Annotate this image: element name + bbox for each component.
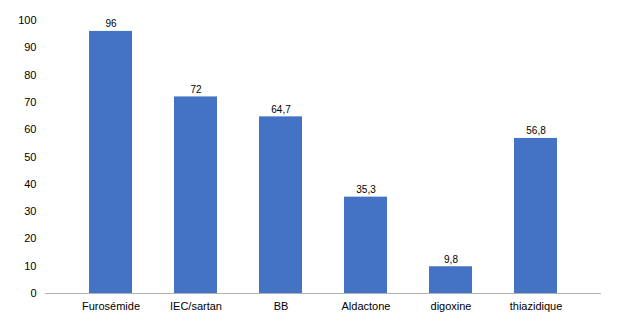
svg-text:70: 70 xyxy=(24,96,36,108)
svg-text:20: 20 xyxy=(24,232,36,244)
svg-text:9,8: 9,8 xyxy=(444,254,458,265)
svg-text:90: 90 xyxy=(24,41,36,53)
svg-text:10: 10 xyxy=(24,260,36,272)
svg-text:30: 30 xyxy=(24,205,36,217)
svg-text:35,3: 35,3 xyxy=(356,184,376,195)
svg-text:60: 60 xyxy=(24,123,36,135)
svg-text:Furosémide: Furosémide xyxy=(82,300,140,312)
svg-text:80: 80 xyxy=(24,69,36,81)
svg-text:100: 100 xyxy=(18,14,36,26)
svg-text:digoxine: digoxine xyxy=(431,300,472,312)
svg-text:BB: BB xyxy=(274,300,289,312)
svg-text:56,8: 56,8 xyxy=(526,125,546,136)
svg-text:thiazidique: thiazidique xyxy=(510,300,563,312)
svg-text:Aldactone: Aldactone xyxy=(342,300,391,312)
svg-text:72: 72 xyxy=(190,84,202,95)
svg-text:IEC/sartan: IEC/sartan xyxy=(170,300,222,312)
svg-text:40: 40 xyxy=(24,178,36,190)
svg-text:96: 96 xyxy=(105,18,117,29)
svg-text:0: 0 xyxy=(30,287,36,299)
svg-text:50: 50 xyxy=(24,151,36,163)
svg-text:64,7: 64,7 xyxy=(271,104,291,115)
